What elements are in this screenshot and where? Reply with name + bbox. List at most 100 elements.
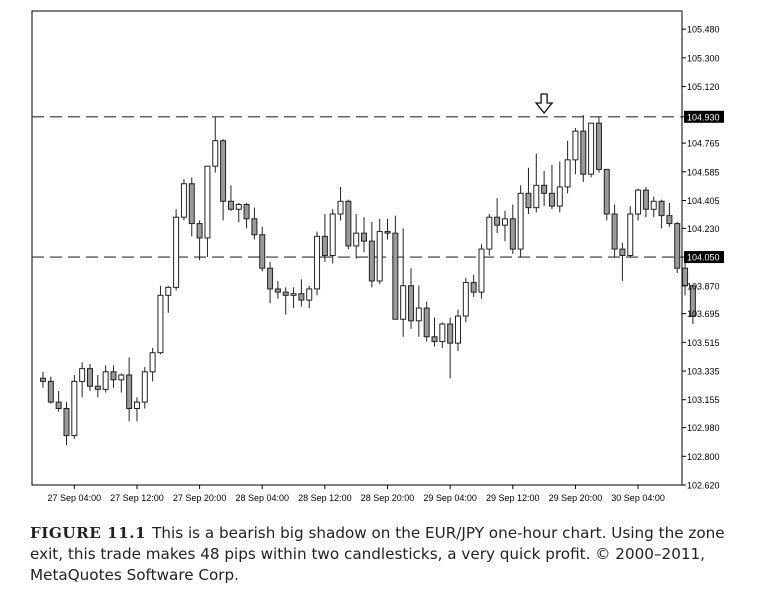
candle-body-76 <box>635 189 642 215</box>
candle-42 <box>368 221 375 288</box>
candle-78 <box>650 196 657 218</box>
candle-6 <box>86 363 93 391</box>
figure-label: FIGURE 11.1 <box>30 524 147 542</box>
y-tick-label-1: 105.300 <box>687 53 720 63</box>
candle-body-52 <box>447 323 454 344</box>
candle-76 <box>635 188 642 221</box>
candle-9 <box>110 365 117 388</box>
candle-body-44 <box>384 231 391 234</box>
candle-65 <box>548 164 555 210</box>
y-tick-label-16: 102.620 <box>687 481 720 491</box>
candle-body-56 <box>478 248 485 293</box>
caption-text: This is a bearish big shadow on the EUR/… <box>30 524 725 584</box>
candle-50 <box>431 317 438 347</box>
candle-15 <box>157 285 164 355</box>
candle-body-24 <box>227 200 234 210</box>
candle-body-77 <box>642 189 649 210</box>
y-tick-label-12: 103.335 <box>687 367 720 377</box>
candle-body-62 <box>525 192 532 209</box>
candle-66 <box>556 161 563 213</box>
candle-81 <box>674 221 681 274</box>
candle-body-57 <box>486 216 493 250</box>
candle-body-21 <box>204 165 211 239</box>
candle-55 <box>470 274 477 297</box>
candle-40 <box>353 214 360 259</box>
candle-body-34 <box>306 288 313 301</box>
candle-29 <box>267 261 274 304</box>
candle-body-47 <box>408 285 415 322</box>
candle-body-65 <box>548 192 555 207</box>
candle-73 <box>611 204 618 258</box>
candle-body-25 <box>235 203 242 210</box>
candles <box>40 115 696 446</box>
candle-62 <box>525 167 532 215</box>
x-axis: 27 Sep 04:00 27 Sep 12:00 27 Sep 20:00 28 S… <box>48 485 665 503</box>
candle-body-20 <box>196 223 203 239</box>
y-tick-label-4: 104.765 <box>687 139 720 149</box>
candle-body-59 <box>501 218 508 226</box>
candle-body-33 <box>298 293 305 301</box>
arrow-shape <box>534 93 554 115</box>
candle-body-9 <box>110 371 117 381</box>
candle-31 <box>282 287 289 315</box>
candle-body-12 <box>133 401 140 409</box>
candle-45 <box>392 215 399 320</box>
y-tick-label-11: 103.515 <box>687 338 720 348</box>
candle-0 <box>40 371 46 388</box>
horizontal-levels <box>32 116 682 258</box>
candle-body-51 <box>439 323 446 343</box>
y-tick-label-8: 104.050 <box>687 253 720 263</box>
x-tick-label-0: 27 Sep 04:00 <box>48 493 102 503</box>
y-tick-label-6: 104.405 <box>687 196 720 206</box>
x-tick-label-6: 29 Sep 04:00 <box>423 493 477 503</box>
candle-body-4 <box>71 380 78 437</box>
candle-body-17 <box>173 216 180 288</box>
candle-23 <box>220 139 227 221</box>
candle-58 <box>494 198 501 234</box>
candle-body-10 <box>118 374 125 381</box>
candle-body-41 <box>361 232 368 242</box>
candle-body-50 <box>431 336 438 343</box>
candle-body-72 <box>603 168 610 215</box>
candle-70 <box>588 122 595 178</box>
candle-body-55 <box>470 282 477 293</box>
candle-27 <box>251 207 258 240</box>
y-tick-label-7: 104.230 <box>687 224 720 234</box>
candle-16 <box>165 285 172 313</box>
candle-body-70 <box>588 122 595 175</box>
candle-18 <box>180 178 187 221</box>
candle-4 <box>71 375 78 439</box>
candle-body-74 <box>619 248 626 256</box>
candle-body-58 <box>494 216 501 226</box>
candle-body-67 <box>564 159 571 188</box>
candle-body-13 <box>141 371 148 403</box>
candle-body-1 <box>47 380 54 403</box>
candle-body-2 <box>55 401 62 409</box>
candle-body-46 <box>400 285 407 320</box>
candle-30 <box>274 280 281 299</box>
candle-64 <box>541 170 548 207</box>
candle-body-60 <box>509 218 516 250</box>
candle-body-48 <box>415 307 422 322</box>
candle-20 <box>196 220 203 261</box>
candle-body-3 <box>63 407 70 437</box>
y-tick-label-5: 104.585 <box>687 167 720 177</box>
candle-44 <box>384 218 391 240</box>
x-tick-label-9: 30 Sep 04:00 <box>611 493 665 503</box>
candle-body-8 <box>102 371 109 390</box>
y-tick-label-3: 104.930 <box>687 112 720 122</box>
candle-body-61 <box>517 192 524 250</box>
candle-body-28 <box>259 234 266 269</box>
candle-43 <box>376 218 383 285</box>
candle-26 <box>243 202 250 229</box>
candle-body-35 <box>314 235 321 290</box>
candle-body-81 <box>674 223 681 269</box>
candle-body-27 <box>251 218 258 236</box>
candle-body-49 <box>423 307 430 338</box>
candle-59 <box>501 210 508 242</box>
candle-60 <box>509 204 516 254</box>
candle-49 <box>423 301 430 342</box>
candle-12 <box>133 397 140 422</box>
candle-body-64 <box>541 184 548 194</box>
